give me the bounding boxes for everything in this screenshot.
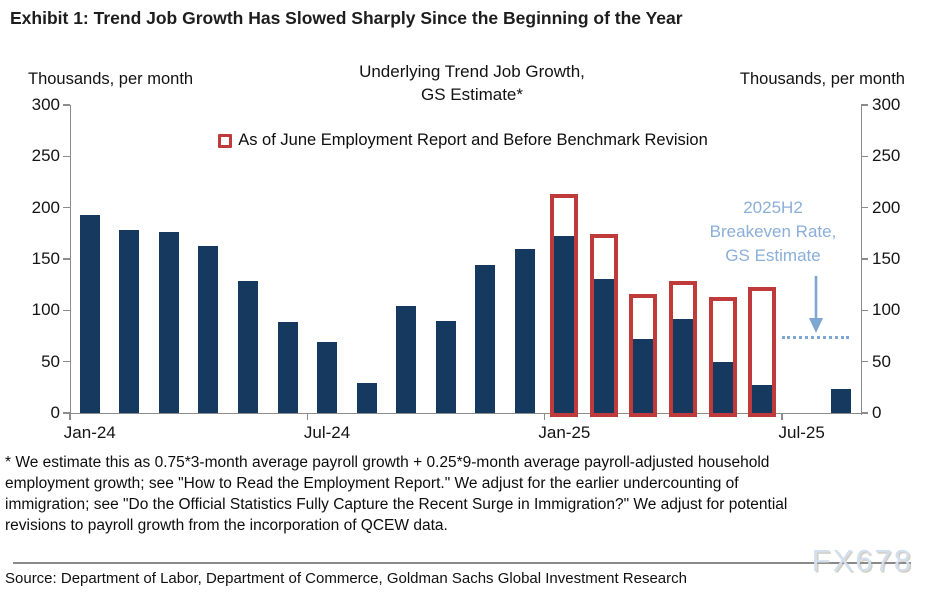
legend-swatch-icon — [218, 133, 233, 148]
revision-outline-bar — [669, 280, 698, 417]
chart-legend: As of June Employment Report and Before … — [0, 131, 926, 150]
y-tick-right — [861, 412, 868, 414]
x-tick — [306, 413, 308, 420]
divider-line — [13, 562, 911, 564]
breakeven-dotted-line — [781, 336, 849, 340]
breakeven-annotation-line1: 2025H2 — [743, 198, 803, 217]
bar — [119, 230, 140, 413]
bar — [237, 280, 258, 413]
bar — [752, 385, 773, 413]
y-tick-left — [63, 309, 70, 312]
x-tick-label: Jan-24 — [63, 423, 116, 442]
y-tick-left — [63, 155, 70, 158]
bar — [514, 248, 535, 413]
x-tick-label: Jul-25 — [778, 423, 825, 442]
y-tick-right — [861, 309, 868, 312]
footnote-line: revisions to payroll growth from the inc… — [5, 517, 448, 534]
bar — [712, 361, 733, 413]
y-tick-right — [861, 206, 868, 209]
bar — [158, 232, 179, 413]
y-tick-label-left: 300 — [31, 95, 60, 114]
watermark: FX678 — [811, 543, 913, 578]
chart-title-line2: GS Estimate* — [420, 85, 524, 104]
y-tick-right — [861, 360, 868, 363]
right-axis-caption: Thousands, per month — [739, 70, 905, 88]
y-tick-left — [63, 258, 70, 260]
y-tick-right — [861, 104, 868, 106]
revision-outline-bar — [708, 296, 737, 417]
y-tick-label-left: 200 — [31, 197, 60, 217]
bar — [435, 320, 456, 413]
footnote-line: * We estimate this as 0.75*3-month avera… — [5, 454, 770, 471]
y-tick-left — [63, 206, 70, 209]
bar — [554, 236, 575, 413]
bar — [396, 306, 417, 413]
left-y-axis — [69, 105, 71, 415]
x-tick — [69, 413, 71, 420]
y-tick-left — [63, 412, 70, 414]
x-tick — [781, 413, 783, 420]
footnote-line: immigration; see "Do the Official Statis… — [5, 496, 788, 513]
chart-title-line1: Underlying Trend Job Growth, — [359, 62, 585, 81]
bar — [277, 321, 298, 413]
y-tick-label-left: 100 — [31, 300, 60, 320]
bar — [593, 278, 614, 413]
breakeven-annotation-line2: Breakeven Rate, — [709, 222, 837, 241]
exhibit-title: Exhibit 1: Trend Job Growth Has Slowed S… — [10, 8, 683, 28]
left-axis-caption: Thousands, per month — [28, 70, 194, 88]
y-tick-label-right: 0 — [872, 403, 882, 422]
bar — [831, 389, 852, 413]
revision-outline-bar — [629, 293, 658, 417]
plot-area: 0 0 50 50 100 100 150 150 200 200 250 250 300 300 Jan-… — [32, 95, 901, 442]
footnote-line: employment growth; see "How to Read the … — [5, 475, 739, 492]
y-tick-label-right: 50 — [872, 351, 891, 371]
y-tick-left — [63, 360, 70, 363]
breakeven-annotation-line3: GS Estimate — [725, 246, 821, 265]
y-tick-label-left: 250 — [31, 146, 60, 166]
right-y-axis — [860, 105, 862, 415]
x-tick-label: Jan-25 — [538, 423, 591, 442]
down-arrow-icon — [809, 276, 823, 333]
y-tick-label-right: 250 — [872, 146, 901, 166]
source-line: Source: Department of Labor, Department … — [5, 570, 687, 587]
y-tick-label-right: 200 — [872, 197, 901, 217]
chart-title: Underlying Trend Job Growth, GS Estimate… — [0, 60, 926, 106]
y-tick-label-left: 150 — [31, 249, 60, 268]
bar — [633, 339, 654, 413]
bar — [317, 342, 338, 413]
legend-label: As of June Employment Report and Before … — [238, 131, 708, 149]
bar — [198, 245, 219, 413]
y-tick-label-right: 300 — [872, 95, 901, 114]
x-axis-baseline — [69, 413, 863, 415]
revision-outline-bar — [748, 286, 777, 417]
revision-outline-bar — [589, 234, 618, 417]
y-tick-left — [63, 104, 70, 106]
y-tick-label-left: 0 — [50, 403, 60, 422]
y-tick-label-right: 150 — [872, 249, 901, 268]
bar — [79, 214, 100, 413]
bar — [475, 265, 496, 413]
bar — [356, 383, 377, 413]
revision-outline-bar — [550, 194, 579, 417]
y-tick-label-left: 50 — [41, 351, 60, 371]
x-tick — [543, 413, 546, 420]
y-tick-right — [861, 258, 868, 260]
x-tick-label: Jul-24 — [303, 423, 351, 442]
y-tick-label-right: 100 — [872, 300, 901, 320]
breakeven-annotation: 2025H2 Breakeven Rate, GS Estimate — [683, 196, 863, 268]
bar — [673, 318, 694, 413]
y-tick-right — [861, 155, 868, 158]
footnote: * We estimate this as 0.75*3-month avera… — [5, 452, 787, 536]
